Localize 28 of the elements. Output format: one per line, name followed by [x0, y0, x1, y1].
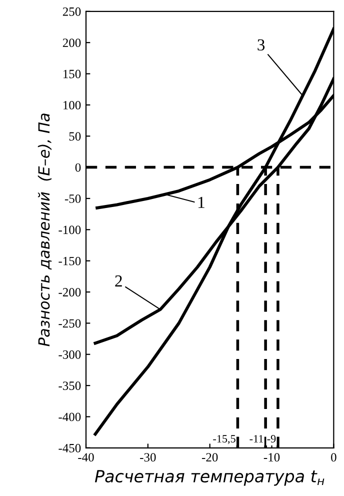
y-tick-label: 250: [62, 7, 81, 16]
y-tick-label: 0: [75, 163, 81, 172]
annotation: 2: [115, 275, 122, 286]
y-tick-label: -100: [58, 226, 81, 234]
ref-line-label: -15,5: [213, 435, 236, 444]
y-axis-title: Разность давлений (E–e), Па: [38, 114, 52, 346]
x-tick-label: -40: [78, 453, 94, 462]
annotation: 1: [198, 196, 204, 208]
y-tick-label: -450: [58, 444, 81, 452]
y-tick-label: 50: [69, 132, 81, 141]
x-axis-title: Расчетная температура t$_{н}$: [94, 470, 324, 486]
y-tick-label: -200: [58, 288, 81, 296]
annotation: 3: [258, 39, 265, 51]
x-tick-label: -20: [202, 453, 218, 462]
x-tick-label: -30: [140, 453, 156, 462]
y-tick-label: 150: [63, 70, 81, 78]
y-tick-label: 100: [63, 100, 81, 110]
y-tick-label: -350: [58, 382, 81, 390]
ref-line-label: -9: [267, 435, 276, 443]
y-tick-label: -50: [64, 194, 81, 203]
y-tick-label: -250: [58, 319, 81, 328]
y-tick-label: -150: [58, 256, 81, 266]
x-tick-label: 0: [331, 453, 336, 462]
y-tick-label: 200: [62, 38, 81, 48]
y-tick-label: -300: [58, 350, 81, 359]
ref-line-label: -11: [250, 435, 264, 442]
y-tick-label: -400: [58, 412, 81, 422]
x-tick-label: -10: [264, 453, 280, 462]
